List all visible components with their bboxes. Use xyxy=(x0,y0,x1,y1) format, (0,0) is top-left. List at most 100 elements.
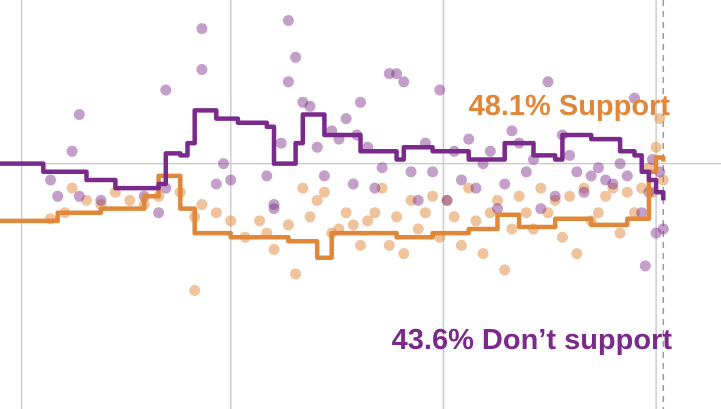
dont-support-poll-point-4 xyxy=(73,190,85,202)
dont-support-points xyxy=(45,15,669,272)
support-poll-point-28 xyxy=(355,239,366,251)
dont-support-poll-point-47 xyxy=(470,182,482,194)
dont-support-poll-point-13 xyxy=(218,158,229,170)
support-poll-point-44 xyxy=(470,215,482,227)
dont-support-poll-point-75 xyxy=(657,223,669,235)
dont-support-poll-point-38 xyxy=(405,166,417,178)
dont-support-poll-point-28 xyxy=(340,113,352,125)
dont-support-poll-point-50 xyxy=(492,203,503,215)
dont-support-poll-point-56 xyxy=(535,203,547,215)
dont-support-poll-point-35 xyxy=(383,68,395,80)
dont-support-trend-line xyxy=(0,108,666,201)
support-poll-point-46 xyxy=(484,207,496,219)
dont-support-poll-point-41 xyxy=(427,166,439,178)
support-poll-point-33 xyxy=(391,211,403,223)
support-poll-point-47 xyxy=(492,194,503,206)
dont-support-poll-point-10 xyxy=(196,23,208,35)
support-poll-point-59 xyxy=(578,182,590,194)
dont-support-poll-point-61 xyxy=(571,166,583,178)
dont-support-poll-point-62 xyxy=(578,186,590,198)
support-poll-point-13 xyxy=(225,215,237,227)
support-poll-point-6 xyxy=(124,194,136,206)
dont-support-poll-point-29 xyxy=(347,178,359,190)
support-poll-point-65 xyxy=(621,186,633,198)
dont-support-poll-point-14 xyxy=(225,174,237,186)
support-poll-point-42 xyxy=(455,239,467,251)
dont-support-poll-point-19 xyxy=(282,76,294,88)
support-points xyxy=(45,113,669,296)
support-poll-point-22 xyxy=(311,194,323,206)
support-poll-point-15 xyxy=(254,215,266,227)
support-poll-point-57 xyxy=(564,190,576,202)
support-poll-point-72 xyxy=(657,174,669,186)
dont-support-poll-point-42 xyxy=(434,84,446,96)
support-poll-point-51 xyxy=(520,207,532,219)
dont-support-poll-point-20 xyxy=(282,15,294,26)
dont-support-poll-point-73 xyxy=(650,227,662,239)
support-poll-point-73 xyxy=(189,284,201,296)
support-poll-point-63 xyxy=(607,182,619,194)
support-poll-point-50 xyxy=(513,190,525,202)
dont-support-poll-point-69 xyxy=(629,92,640,104)
dont-support-poll-point-33 xyxy=(369,182,381,194)
support-poll-point-48 xyxy=(499,264,511,276)
dont-support-poll-point-60 xyxy=(564,149,576,161)
support-poll-point-54 xyxy=(542,207,554,219)
dont-support-poll-point-7 xyxy=(153,207,165,219)
dont-support-poll-point-25 xyxy=(318,170,330,182)
support-poll-point-20 xyxy=(297,182,309,194)
support-poll-point-36 xyxy=(412,223,424,235)
support-poll-point-11 xyxy=(196,199,208,210)
dont-support-poll-point-51 xyxy=(499,178,511,190)
dont-support-poll-point-22 xyxy=(297,96,309,108)
support-poll-point-49 xyxy=(506,223,518,235)
support-poll-point-18 xyxy=(282,219,294,231)
dont-support-poll-point-23 xyxy=(304,100,316,112)
support-poll-point-40 xyxy=(441,194,453,206)
dont-support-poll-point-43 xyxy=(441,194,453,206)
support-poll-point-62 xyxy=(600,190,612,202)
dont-support-poll-point-45 xyxy=(455,174,467,186)
support-poll-point-56 xyxy=(556,231,568,243)
support-poll-point-17 xyxy=(268,244,280,255)
dont-support-poll-point-36 xyxy=(391,68,403,80)
support-poll-point-21 xyxy=(304,211,316,223)
support-poll-point-3 xyxy=(81,194,92,206)
support-poll-point-66 xyxy=(629,207,640,219)
dont-support-poll-point-70 xyxy=(636,207,648,219)
dont-support-poll-point-21 xyxy=(290,51,302,63)
dont-support-poll-point-5 xyxy=(95,194,107,206)
support-poll-point-32 xyxy=(383,239,395,251)
support-poll-point-37 xyxy=(419,207,431,219)
dont-support-poll-point-63 xyxy=(585,170,597,182)
dont-support-poll-point-52 xyxy=(506,125,518,137)
dont-support-poll-point-9 xyxy=(160,84,172,96)
dont-support-poll-point-67 xyxy=(614,158,626,170)
support-trend-line xyxy=(0,155,666,260)
support-poll-point-31 xyxy=(376,182,388,194)
dont-support-poll-point-16 xyxy=(268,199,280,210)
support-poll-point-26 xyxy=(340,207,352,219)
support-poll-point-38 xyxy=(427,190,439,202)
support-poll-point-23 xyxy=(318,186,330,198)
support-poll-point-69 xyxy=(650,141,662,153)
dont-support-poll-point-0 xyxy=(45,174,56,186)
support-poll-point-43 xyxy=(463,182,475,194)
dont-support-poll-point-17 xyxy=(268,203,280,215)
support-poll-point-12 xyxy=(210,207,222,219)
support-poll-point-55 xyxy=(549,194,561,206)
support-poll-point-34 xyxy=(398,248,410,260)
dont-support-poll-point-65 xyxy=(600,174,612,186)
dont-support-poll-point-3 xyxy=(73,109,85,120)
support-poll-point-41 xyxy=(448,211,460,223)
support-poll-point-71 xyxy=(654,113,666,125)
support-label: 48.1% Support xyxy=(469,90,671,122)
support-poll-point-53 xyxy=(535,182,547,194)
dont-support-poll-point-18 xyxy=(275,137,287,149)
support-poll-point-30 xyxy=(369,207,381,219)
trend-lines xyxy=(0,108,666,260)
dont-support-poll-point-34 xyxy=(376,162,388,174)
dont-support-poll-point-37 xyxy=(398,76,410,88)
